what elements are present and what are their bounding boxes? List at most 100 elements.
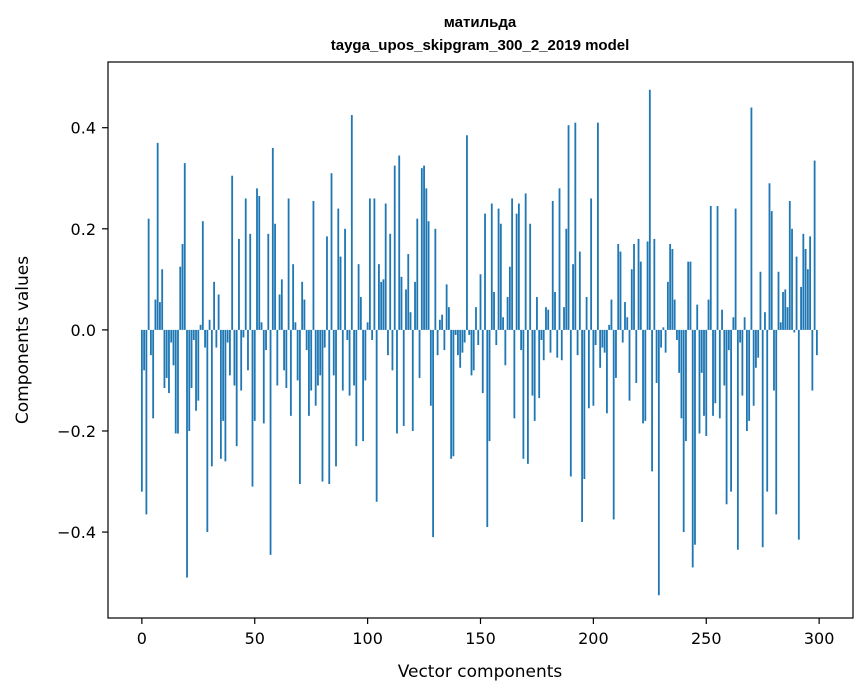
- bar: [606, 329, 608, 414]
- bar: [786, 307, 789, 330]
- bar: [777, 271, 780, 330]
- bar: [251, 329, 254, 487]
- bar: [655, 329, 658, 383]
- bar: [524, 193, 527, 330]
- bar: [739, 329, 742, 343]
- bar: [504, 329, 507, 366]
- bar: [378, 264, 380, 330]
- bar: [533, 329, 536, 421]
- bar: [192, 329, 195, 340]
- bar: [630, 269, 633, 330]
- bar: [648, 89, 651, 330]
- bar: [391, 329, 394, 371]
- bar: [219, 329, 222, 459]
- bar: [312, 201, 315, 330]
- bar: [233, 329, 236, 386]
- bar: [201, 221, 204, 330]
- bar: [712, 329, 714, 416]
- bar: [294, 322, 297, 330]
- bar: [581, 329, 583, 522]
- bar: [680, 329, 683, 419]
- bar: [425, 188, 428, 330]
- x-tick-label: 250: [691, 629, 722, 648]
- bar: [344, 228, 346, 330]
- bar: [730, 329, 732, 492]
- bar: [389, 233, 392, 330]
- bar: [515, 213, 518, 330]
- bar: [258, 195, 261, 330]
- bar: [174, 329, 177, 434]
- bar: [806, 269, 809, 330]
- bar: [240, 329, 243, 391]
- bar: [642, 329, 644, 424]
- bar: [355, 329, 358, 447]
- bar: [793, 329, 796, 333]
- bar: [646, 241, 649, 330]
- bar: [341, 329, 344, 391]
- bar: [664, 329, 667, 353]
- bar: [502, 317, 504, 330]
- bar: [764, 312, 766, 330]
- chart-title: матильда: [444, 14, 517, 31]
- bar: [357, 264, 360, 330]
- bar: [330, 173, 333, 330]
- bar: [506, 297, 509, 330]
- bar: [269, 329, 272, 555]
- bar: [447, 307, 450, 330]
- bar: [610, 299, 613, 330]
- bar: [274, 223, 276, 330]
- bar: [782, 291, 784, 330]
- bar: [335, 329, 337, 467]
- y-tick-label: −0.4: [57, 523, 96, 542]
- bar: [317, 329, 319, 386]
- bar: [619, 251, 622, 330]
- bar: [788, 201, 791, 330]
- bar: [547, 309, 550, 330]
- bar: [759, 271, 762, 330]
- bar: [364, 329, 367, 381]
- bar: [420, 168, 423, 330]
- bar: [484, 213, 486, 330]
- bar: [585, 297, 588, 330]
- bar: [583, 329, 586, 479]
- bar: [235, 329, 238, 447]
- bar: [481, 329, 484, 394]
- x-axis-ticks: 0 50 100 150 200 250 300: [137, 618, 834, 648]
- bar: [305, 329, 308, 351]
- bar: [599, 329, 602, 368]
- x-tick-label: 0: [137, 629, 147, 648]
- bar: [707, 299, 710, 330]
- bar: [414, 281, 416, 330]
- bar: [522, 329, 525, 459]
- bar: [170, 329, 173, 343]
- bar: [752, 329, 755, 406]
- bar: [689, 261, 692, 330]
- bar: [723, 329, 726, 386]
- bar: [224, 329, 227, 462]
- bar: [249, 233, 252, 330]
- bar: [147, 218, 150, 330]
- bar: [368, 198, 371, 330]
- bar: [215, 329, 218, 348]
- bar: [362, 329, 365, 442]
- bar: [409, 312, 412, 330]
- bars-group: [140, 89, 818, 596]
- bar: [540, 329, 543, 340]
- bar: [511, 198, 514, 330]
- bar: [242, 329, 245, 338]
- bar: [633, 243, 635, 330]
- bar: [441, 314, 444, 330]
- bar: [402, 329, 405, 426]
- bar: [736, 329, 739, 550]
- bar: [775, 329, 778, 515]
- bar: [714, 329, 717, 404]
- bar: [416, 218, 419, 330]
- bar: [745, 329, 748, 431]
- bar: [468, 329, 471, 335]
- bar: [454, 329, 457, 335]
- bar: [156, 142, 159, 330]
- bar: [572, 264, 574, 330]
- bar: [396, 329, 398, 434]
- bar: [673, 299, 676, 330]
